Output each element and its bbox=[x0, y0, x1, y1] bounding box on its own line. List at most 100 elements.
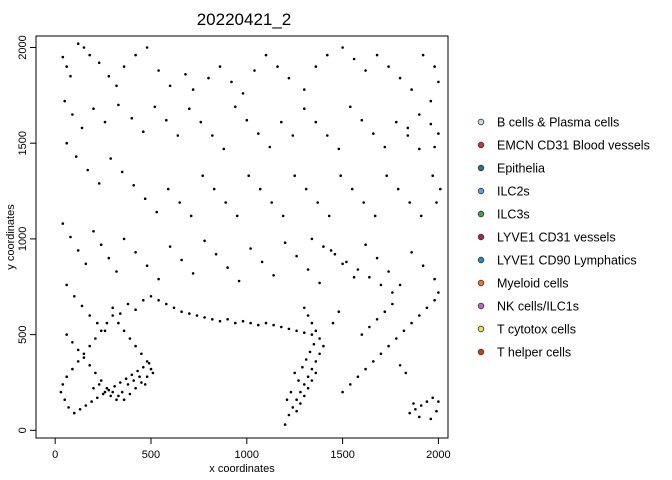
data-point bbox=[241, 92, 245, 95]
data-point bbox=[410, 88, 413, 91]
data-point bbox=[147, 362, 151, 365]
data-point bbox=[314, 120, 318, 124]
data-point bbox=[94, 337, 97, 340]
data-point bbox=[142, 130, 145, 133]
data-point bbox=[65, 283, 68, 287]
data-point bbox=[140, 381, 143, 384]
data-point bbox=[97, 383, 101, 386]
data-point bbox=[437, 291, 440, 294]
data-point bbox=[402, 329, 406, 333]
data-point bbox=[352, 57, 356, 61]
data-point bbox=[88, 344, 91, 348]
data-point bbox=[149, 295, 153, 298]
data-point bbox=[352, 275, 356, 279]
legend-item: T cytotox cells bbox=[477, 323, 576, 337]
data-point bbox=[99, 379, 103, 382]
data-point bbox=[435, 409, 438, 413]
data-point bbox=[318, 352, 321, 356]
data-point bbox=[130, 373, 134, 377]
data-point bbox=[65, 333, 68, 336]
data-point bbox=[280, 325, 283, 329]
data-point bbox=[107, 74, 111, 78]
data-point bbox=[237, 279, 241, 283]
data-point bbox=[437, 80, 440, 84]
x-tick-label: 1000 bbox=[235, 449, 259, 461]
data-point bbox=[391, 302, 394, 306]
data-point bbox=[421, 264, 425, 268]
data-point bbox=[214, 252, 218, 256]
data-point bbox=[360, 118, 364, 122]
data-point bbox=[117, 321, 120, 325]
data-point bbox=[107, 256, 111, 260]
data-point bbox=[306, 375, 310, 379]
data-point bbox=[65, 141, 68, 145]
data-point bbox=[339, 174, 343, 177]
data-point bbox=[375, 53, 379, 57]
data-point bbox=[291, 134, 295, 137]
data-point bbox=[303, 394, 306, 398]
legend-marker bbox=[477, 118, 485, 126]
data-point bbox=[111, 314, 114, 317]
data-point bbox=[203, 316, 206, 319]
data-point bbox=[318, 337, 321, 340]
data-point bbox=[88, 314, 91, 317]
data-point bbox=[285, 398, 289, 402]
y-tick-label: 1500 bbox=[17, 131, 29, 155]
data-point bbox=[421, 53, 425, 57]
data-point bbox=[119, 381, 122, 384]
data-point bbox=[191, 88, 195, 91]
data-point bbox=[122, 329, 126, 333]
data-point bbox=[379, 283, 383, 287]
data-point bbox=[429, 99, 433, 103]
data-point bbox=[306, 386, 310, 390]
data-point bbox=[289, 390, 293, 394]
data-point bbox=[226, 266, 229, 269]
data-point bbox=[65, 65, 68, 68]
legend-marker bbox=[477, 302, 485, 310]
data-point bbox=[207, 76, 210, 80]
data-point bbox=[260, 260, 264, 264]
data-point bbox=[230, 80, 233, 84]
data-point bbox=[145, 46, 149, 49]
data-point bbox=[297, 379, 300, 382]
data-point bbox=[99, 329, 103, 333]
data-point bbox=[99, 243, 103, 246]
data-point bbox=[122, 237, 126, 241]
data-point bbox=[115, 270, 118, 273]
data-point bbox=[253, 69, 256, 72]
data-point bbox=[304, 358, 308, 361]
data-point bbox=[287, 76, 291, 80]
legend-marker bbox=[477, 233, 485, 241]
data-point bbox=[396, 187, 400, 191]
data-point bbox=[138, 375, 141, 379]
data-point bbox=[391, 291, 394, 294]
data-point bbox=[134, 53, 137, 57]
data-point bbox=[61, 383, 65, 386]
data-point bbox=[61, 55, 65, 59]
data-point bbox=[379, 352, 383, 356]
data-point bbox=[71, 367, 74, 371]
data-point bbox=[295, 398, 298, 402]
y-tick-label: 1000 bbox=[17, 227, 29, 251]
data-point bbox=[136, 369, 139, 373]
chart-title: 20220421_2 bbox=[197, 10, 292, 29]
data-point bbox=[306, 268, 310, 271]
legend-item: Myeloid cells bbox=[477, 277, 569, 291]
data-point bbox=[433, 65, 436, 68]
data-point bbox=[88, 364, 91, 367]
data-point bbox=[356, 268, 360, 271]
data-point bbox=[364, 367, 367, 371]
data-point bbox=[226, 318, 229, 321]
data-point bbox=[142, 298, 145, 302]
data-point bbox=[134, 251, 137, 254]
data-point bbox=[178, 201, 181, 204]
data-point bbox=[67, 406, 70, 409]
data-point bbox=[249, 247, 252, 250]
legend-marker bbox=[477, 210, 485, 218]
data-point bbox=[264, 53, 268, 57]
data-point bbox=[293, 174, 297, 177]
data-point bbox=[337, 310, 341, 314]
data-point bbox=[287, 327, 291, 331]
data-point bbox=[404, 371, 408, 375]
